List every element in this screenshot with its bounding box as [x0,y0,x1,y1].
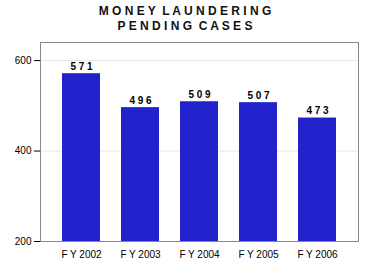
svg-text:F Y 2005: F Y 2005 [238,249,279,260]
svg-text:F Y 2003: F Y 2003 [120,249,161,260]
svg-text:200: 200 [15,236,32,247]
html-text:M O N E Y L A U N D E R I N G: M O N E Y L A U N D E R I N G [98,4,272,18]
svg-text:F Y 2004: F Y 2004 [179,249,220,260]
svg-text:5 0 9: 5 0 9 [188,89,211,100]
html-text:P E N D I N G C A S E S: P E N D I N G C A S E S [117,19,253,33]
svg-text:5 0 7: 5 0 7 [247,90,270,101]
svg-text:F Y 2002: F Y 2002 [61,249,102,260]
svg-text:4 7 3: 4 7 3 [306,105,329,116]
svg-text:5 7 1: 5 7 1 [70,61,93,72]
svg-text:F Y 2006: F Y 2006 [297,249,338,260]
svg-text:600: 600 [15,55,32,66]
svg-text:4 9 6: 4 9 6 [129,95,152,106]
svg-text:400: 400 [15,145,32,156]
